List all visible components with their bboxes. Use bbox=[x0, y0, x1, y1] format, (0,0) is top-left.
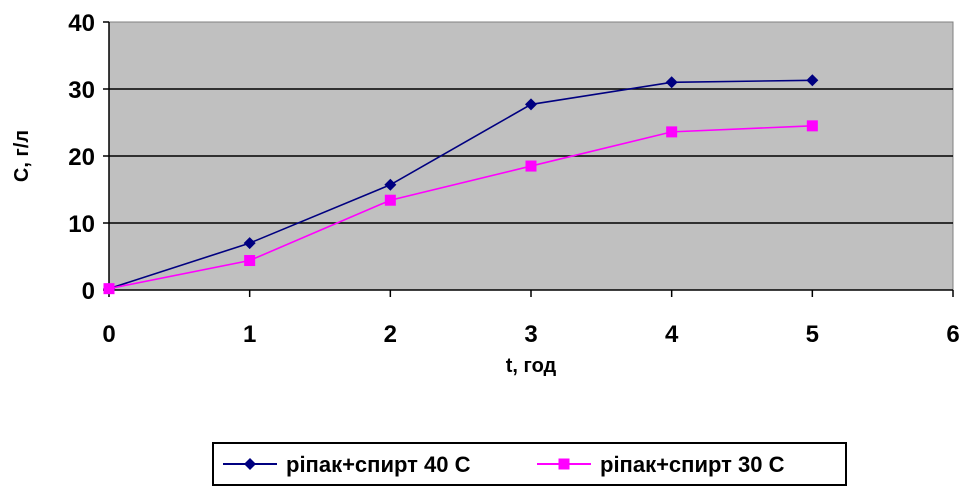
x-axis-title: t, год bbox=[506, 355, 557, 377]
data-point bbox=[244, 255, 256, 267]
data-point bbox=[384, 178, 397, 191]
data-point bbox=[384, 194, 396, 206]
legend-label: ріпак+спирт 30 С bbox=[600, 452, 785, 477]
legend-marker bbox=[244, 458, 256, 470]
x-tick-label: 3 bbox=[524, 321, 537, 348]
y-axis-title: C, г/л bbox=[11, 130, 33, 182]
y-tick-label: 20 bbox=[68, 144, 95, 171]
legend-item-2: ріпак+спирт 30 С bbox=[537, 452, 785, 477]
y-tick-labels: 0 10 20 30 40 bbox=[68, 10, 95, 305]
data-point bbox=[243, 237, 256, 250]
data-point bbox=[806, 120, 818, 132]
x-tick-label: 1 bbox=[243, 321, 256, 348]
x-tick-label: 5 bbox=[806, 321, 819, 348]
gridlines bbox=[103, 21, 953, 291]
data-point bbox=[665, 76, 678, 89]
legend-box bbox=[212, 442, 847, 486]
data-point bbox=[103, 283, 115, 295]
x-tick-label: 6 bbox=[946, 321, 959, 348]
series-line-2 bbox=[108, 125, 813, 290]
legend-item-1: ріпак+спирт 40 С bbox=[223, 452, 471, 477]
series-line-1 bbox=[108, 79, 813, 290]
x-tick-labels: 0 1 2 3 4 5 6 bbox=[102, 290, 960, 348]
y-tick-label: 10 bbox=[68, 211, 95, 238]
series-2 bbox=[103, 120, 818, 295]
data-point bbox=[666, 126, 678, 138]
legend-label: ріпак+спирт 40 С bbox=[286, 452, 471, 477]
x-tick-label: 0 bbox=[102, 321, 115, 348]
legend-marker bbox=[558, 458, 570, 470]
legend: ріпак+спирт 40 С ріпак+спирт 30 С bbox=[212, 442, 847, 486]
y-tick-label: 30 bbox=[68, 77, 95, 104]
data-point bbox=[525, 98, 537, 111]
y-tick-label: 40 bbox=[68, 10, 95, 37]
data-point bbox=[806, 74, 819, 87]
x-tick-label: 4 bbox=[665, 321, 679, 348]
data-point bbox=[525, 160, 537, 172]
series-group bbox=[103, 74, 819, 295]
y-tick-label: 0 bbox=[82, 278, 95, 305]
x-tick-label: 2 bbox=[384, 321, 397, 348]
